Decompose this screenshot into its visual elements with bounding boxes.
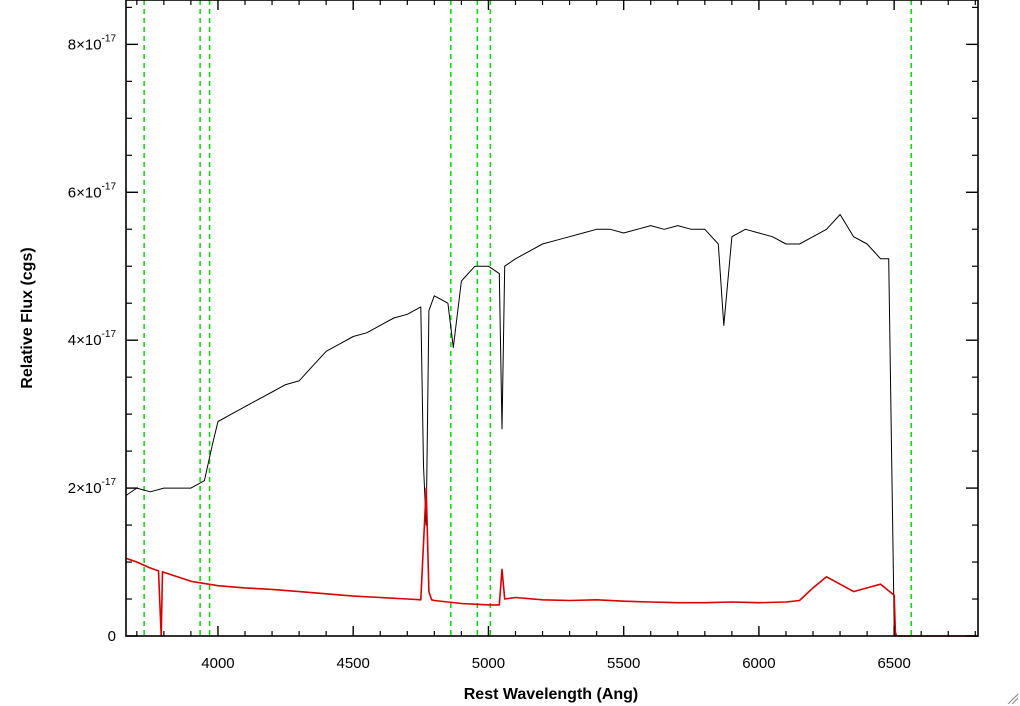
plot-area [125,0,978,637]
x-tick-label: 6500 [877,655,910,672]
y-tick-label: 8×10-17 [68,33,117,53]
x-tick-label: 6000 [742,655,775,672]
resize-grip-icon[interactable] [1006,692,1018,704]
x-axis-title: Rest Wavelength (Ang) [464,686,639,703]
x-tick-label: 5500 [607,655,640,672]
x-tick-label: 4000 [201,655,234,672]
y-tick-label: 6×10-17 [68,181,117,201]
y-axis-title: Relative Flux (cgs) [19,247,36,388]
plot-frame [125,0,979,637]
y-tick-label: 2×10-17 [68,477,117,497]
y-tick-label: 4×10-17 [68,329,117,349]
x-tick-label: 4500 [337,655,370,672]
observed-spectrum-line [125,214,898,637]
y-tick-label: 0 [108,628,116,645]
axes: 4000 4500 5000 5500 6000 6500 0 2×10-17 4×10-17 6… [68,0,979,672]
model-spectrum-line [125,487,978,637]
x-tick-label: 5000 [472,655,505,672]
